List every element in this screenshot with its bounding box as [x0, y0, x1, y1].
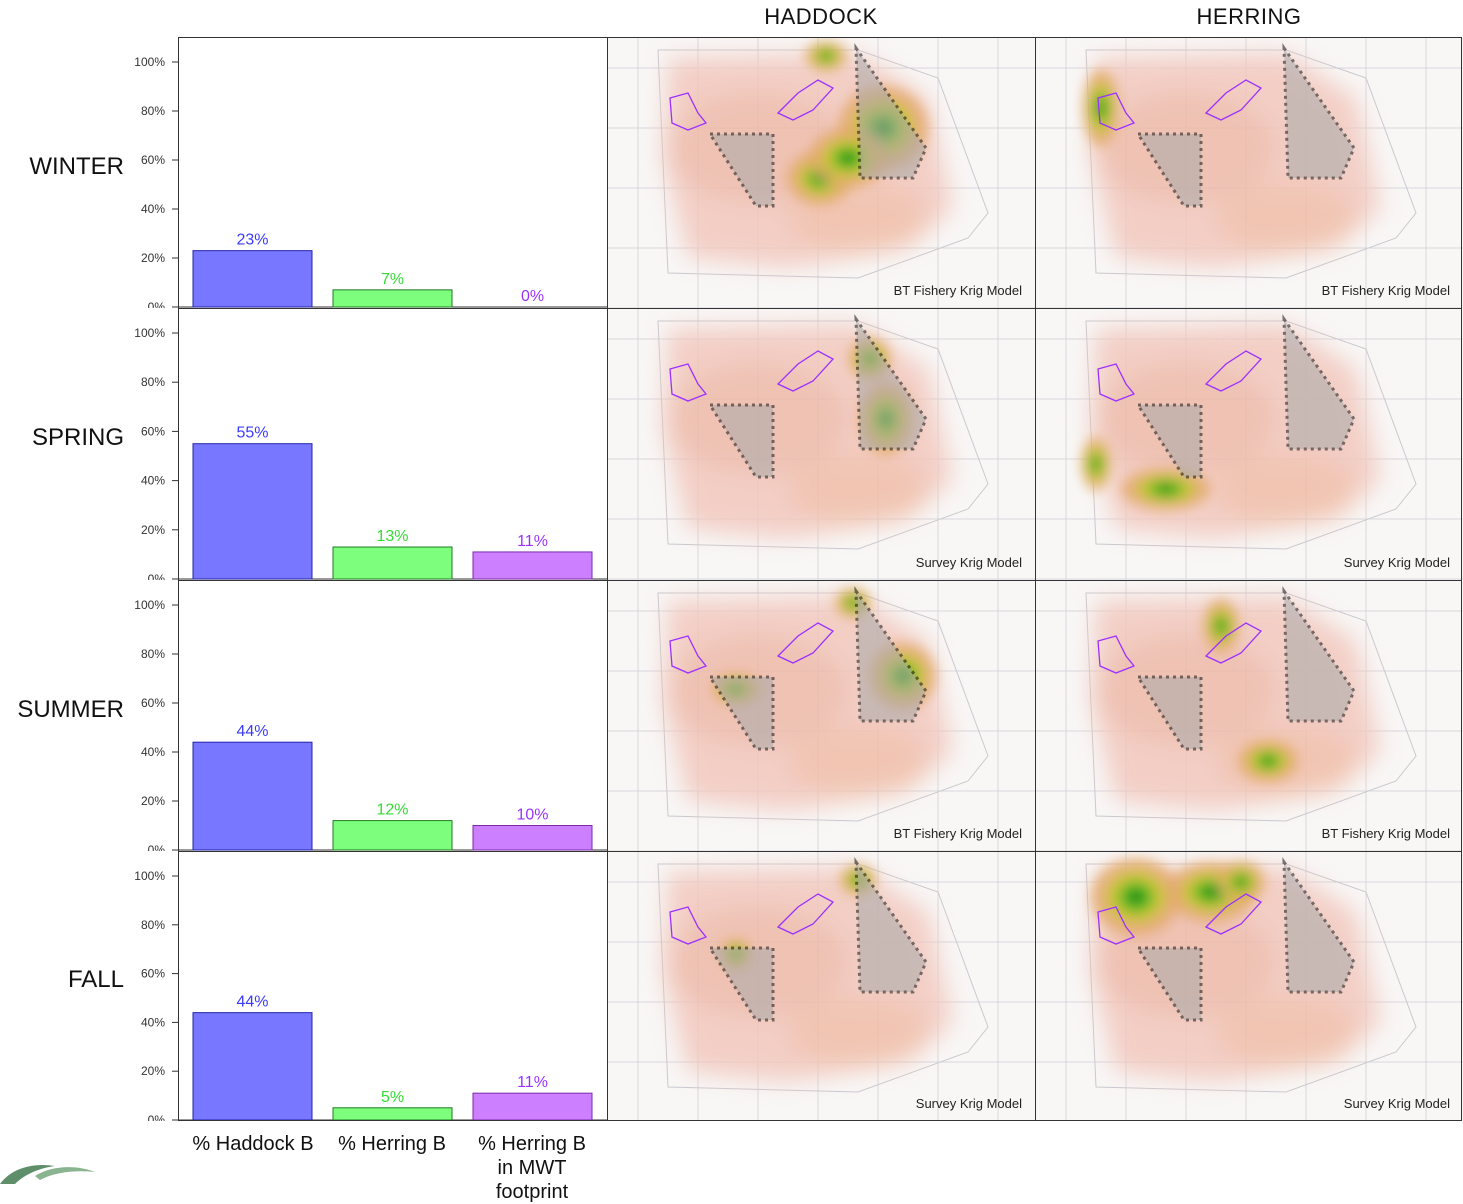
data-label-herring-spring: 13% [376, 528, 408, 545]
y-tick-label: 40% [141, 745, 165, 759]
divider-bars-maps [607, 37, 608, 1121]
map-haddock-spring: Survey Krig Model [608, 309, 1036, 580]
data-label-haddock-spring: 55% [236, 425, 268, 442]
map-graphic-haddock-spring [608, 309, 1036, 580]
data-label-herring-summer: 12% [376, 802, 408, 819]
map-caption-herring-fall: Survey Krig Model [1343, 1096, 1450, 1111]
map-caption-haddock-winter: BT Fishery Krig Model [893, 283, 1022, 298]
map-graphic-haddock-summer [608, 581, 1036, 851]
category-label-herring: % Herring B [322, 1132, 462, 1156]
y-tick-label: 80% [141, 647, 165, 661]
divider-row-1 [178, 308, 1462, 309]
map-caption-haddock-spring: Survey Krig Model [915, 555, 1022, 570]
map-haddock-summer: BT Fishery Krig Model [608, 581, 1036, 851]
y-tick-label: 80% [141, 375, 165, 389]
map-caption-herring-summer: BT Fishery Krig Model [1321, 826, 1450, 841]
bar-mwt-spring [472, 551, 593, 580]
bar-haddock-winter [192, 250, 313, 308]
bar-chart-summer: 0% 20% 40% 60% 80% 100% 44% 12% 10% [0, 580, 607, 857]
divider-row-3 [178, 851, 1462, 852]
y-tick-label: 100% [134, 598, 165, 612]
column-header-haddock: HADDOCK [764, 4, 878, 29]
map-caption-haddock-fall: Survey Krig Model [915, 1096, 1022, 1111]
bar-herring-fall [332, 1107, 453, 1121]
bar-chart-svg-fall: 0% 20% 40% 60% 80% 100% 44% 5% 11% [134, 869, 607, 1127]
bar-chart-spring: 0% 20% 40% 60% 80% 100% 55% 13% 11% [0, 308, 607, 586]
season-label-summer: SUMMER [17, 695, 124, 723]
data-label-mwt-winter: 0% [521, 288, 544, 305]
y-tick-label: 60% [141, 424, 165, 438]
category-label-mwt: % Herring B in MWT footprint [462, 1132, 602, 1204]
column-header-herring: HERRING [1196, 4, 1302, 29]
map-caption-herring-spring: Survey Krig Model [1343, 555, 1450, 570]
season-label-spring: SPRING [31, 424, 124, 451]
y-tick-label: 100% [134, 869, 165, 883]
data-label-mwt-summer: 10% [516, 807, 548, 824]
category-label-haddock-line: % Haddock B [192, 1133, 314, 1155]
map-graphic-haddock-winter [608, 38, 1036, 308]
map-caption-haddock-summer: BT Fishery Krig Model [893, 826, 1022, 841]
data-label-haddock-summer: 44% [236, 723, 268, 740]
data-label-mwt-fall: 11% [517, 1074, 548, 1091]
category-label-haddock: % Haddock B [183, 1132, 323, 1156]
map-haddock-fall: Survey Krig Model [608, 852, 1036, 1121]
bar-herring-summer [332, 820, 453, 851]
y-tick-label: 80% [141, 918, 165, 932]
data-label-herring-fall: 5% [381, 1089, 404, 1106]
y-tick-label: 100% [134, 326, 165, 340]
map-graphic-herring-winter [1036, 38, 1463, 308]
map-herring-winter: BT Fishery Krig Model [1036, 38, 1463, 308]
bar-mwt-summer [472, 825, 593, 851]
season-label-fall: FALL [67, 966, 124, 993]
map-caption-herring-winter: BT Fishery Krig Model [1321, 283, 1450, 298]
bar-herring-spring [332, 546, 453, 580]
y-tick-label: 20% [141, 251, 165, 265]
y-tick-label: 20% [141, 1064, 165, 1078]
category-label-mwt-line-1: % Herring B [478, 1133, 586, 1155]
map-herring-summer: BT Fishery Krig Model [1036, 581, 1463, 851]
bar-chart-svg-spring: 0% 20% 40% 60% 80% 100% 55% 13% 11% [134, 326, 607, 586]
y-tick-label: 20% [141, 523, 165, 537]
y-tick-label: 60% [141, 153, 165, 167]
category-label-mwt-line-2: in MWT footprint [495, 1157, 569, 1203]
data-label-herring-winter: 7% [381, 271, 404, 288]
bar-mwt-fall [472, 1092, 593, 1121]
y-tick-label: 0% [148, 1113, 166, 1121]
category-label-herring-line: % Herring B [338, 1133, 446, 1155]
divider-row-2 [178, 580, 1462, 581]
bar-haddock-fall [192, 1012, 313, 1121]
map-graphic-haddock-fall [608, 852, 1036, 1121]
map-herring-spring: Survey Krig Model [1036, 309, 1463, 580]
data-label-haddock-winter: 23% [236, 232, 268, 249]
map-herring-fall: Survey Krig Model [1036, 852, 1463, 1121]
bar-chart-fall: 0% 20% 40% 60% 80% 100% 44% 5% 11% [0, 851, 607, 1127]
data-label-mwt-spring: 11% [517, 533, 548, 550]
bar-herring-winter [332, 289, 453, 308]
y-tick-label: 100% [134, 55, 165, 69]
y-tick-label: 40% [141, 202, 165, 216]
y-tick-label: 0% [148, 572, 166, 580]
y-tick-label: 80% [141, 104, 165, 118]
bar-haddock-summer [192, 741, 313, 851]
divider-haddock-herring [1035, 37, 1036, 1121]
bar-chart-svg-summer: 0% 20% 40% 60% 80% 100% 44% 12% 10% [134, 598, 607, 857]
y-tick-label: 40% [141, 474, 165, 488]
map-graphic-herring-summer [1036, 581, 1463, 851]
organization-logo [0, 1164, 95, 1184]
map-graphic-herring-fall [1036, 852, 1463, 1121]
bar-chart-winter: 0% 20% 40% 60% 80% 100% 23% 7% 0% [0, 37, 607, 314]
y-tick-label: 60% [141, 967, 165, 981]
map-graphic-herring-spring [1036, 309, 1463, 580]
map-haddock-winter: BT Fishery Krig Model [608, 38, 1036, 308]
data-label-haddock-fall: 44% [236, 994, 268, 1011]
bar-haddock-spring [192, 443, 313, 580]
bar-chart-svg-winter: 0% 20% 40% 60% 80% 100% 23% 7% 0% [134, 55, 607, 314]
y-tick-label: 0% [148, 300, 166, 308]
y-tick-label: 0% [148, 843, 166, 851]
season-label-winter: WINTER [29, 152, 124, 180]
y-tick-label: 20% [141, 794, 165, 808]
y-tick-label: 40% [141, 1015, 165, 1029]
y-tick-label: 60% [141, 696, 165, 710]
